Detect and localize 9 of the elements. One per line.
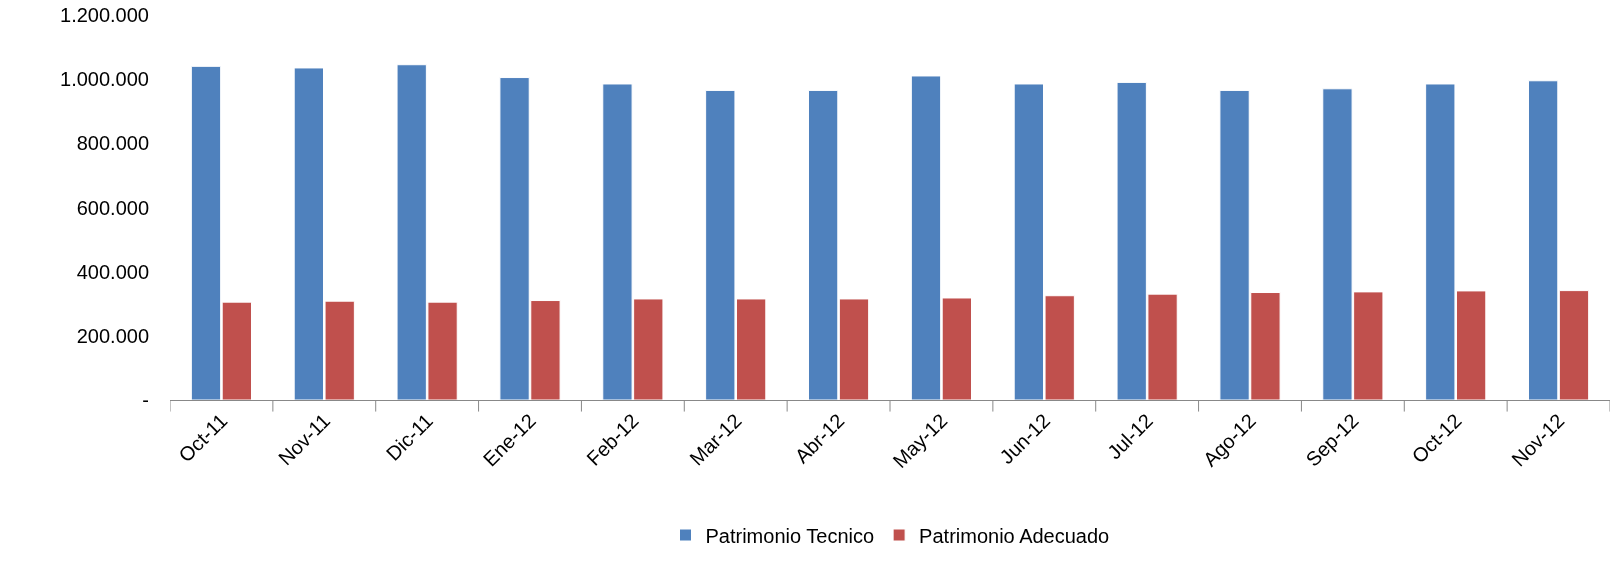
- y-tick-label: 400.000: [76, 260, 149, 283]
- y-tick-label: 600.000: [76, 196, 149, 219]
- legend-label: Patrimonio Tecnico: [705, 524, 875, 547]
- y-tick-label: 800.000: [76, 132, 149, 155]
- y-tick-label: 200.000: [76, 324, 149, 347]
- y-tick-label: 1.200.000: [60, 4, 149, 26]
- y-tick-label: -: [142, 389, 149, 411]
- y-tick-label: 1.000.000: [60, 68, 149, 91]
- legend-label: Patrimonio Adecuado: [919, 524, 1110, 547]
